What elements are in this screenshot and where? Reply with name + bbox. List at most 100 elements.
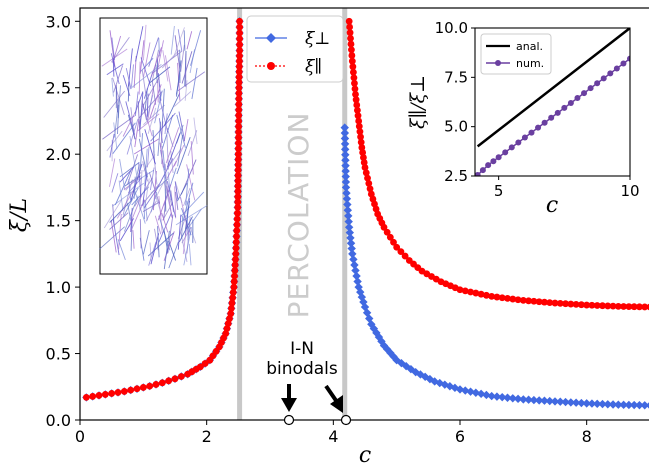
data-point: [550, 397, 560, 406]
data-point: [341, 156, 350, 165]
arrow-diagonal-icon: [330, 395, 343, 413]
data-point: [120, 388, 128, 395]
inset-data-point: [607, 70, 614, 77]
inset-data-point: [502, 149, 509, 156]
data-point: [351, 85, 359, 93]
data-point: [235, 117, 243, 125]
data-point: [530, 297, 538, 305]
data-point: [152, 381, 160, 388]
data-point: [89, 393, 97, 400]
data-point: [604, 302, 612, 310]
main-y-ticks: 0.0 0.5 1.0 1.5 2.0 2.5 3.0: [46, 12, 80, 430]
data-point: [227, 310, 235, 318]
inset-data-point: [528, 129, 535, 136]
data-point: [503, 393, 512, 402]
data-point: [236, 17, 244, 25]
data-point: [625, 303, 633, 310]
data-point: [340, 145, 350, 154]
data-point: [577, 398, 586, 408]
data-point: [514, 296, 522, 304]
data-point: [588, 301, 596, 309]
data-point: [551, 299, 559, 307]
data-point: [477, 290, 485, 298]
data-point: [340, 134, 350, 143]
main-y-label: ξ/L: [7, 198, 32, 232]
data-point: [534, 396, 544, 405]
y-tick-label: 0.5: [46, 345, 71, 364]
inset-data-point: [535, 124, 542, 131]
data-point: [234, 203, 242, 211]
data-point: [234, 198, 242, 206]
data-point: [630, 303, 638, 311]
data-point: [341, 166, 350, 176]
data-point: [228, 299, 236, 307]
inset-data-point: [581, 90, 588, 97]
data-point: [352, 271, 361, 281]
data-point: [603, 400, 612, 409]
data-point: [101, 391, 109, 398]
inset-data-point: [554, 109, 561, 116]
data-point: [546, 299, 554, 307]
annotation-line1: I-N: [290, 339, 314, 359]
data-point: [572, 300, 580, 308]
inset-y-tick-label: 2.5: [444, 167, 468, 185]
data-point: [614, 400, 623, 409]
data-point: [341, 177, 351, 187]
main-legend: ξ⊥ ξ∥: [246, 15, 344, 83]
data-point: [177, 373, 185, 380]
main-x-label: c: [359, 443, 371, 466]
inset-data-point: [485, 162, 492, 169]
y-tick-label: 1.5: [46, 212, 71, 231]
inset-x-label: c: [546, 193, 558, 218]
data-point: [227, 304, 235, 312]
data-point: [231, 261, 239, 269]
binodal-point-1: [283, 414, 295, 426]
data-point: [353, 101, 361, 109]
data-point: [234, 150, 242, 158]
data-point: [233, 227, 241, 235]
y-tick-label: 1.0: [46, 278, 71, 297]
inset-y-tick-label: 10.0: [435, 19, 468, 37]
inset-y-tick-label: 7.5: [444, 68, 468, 86]
data-point: [233, 221, 241, 229]
inset-y-ticks: 2.5 5.0 7.5 10.0: [435, 19, 475, 185]
circle-marker-icon: [267, 62, 275, 70]
data-point: [234, 161, 242, 169]
data-point: [235, 112, 243, 119]
x-tick-label: 8: [582, 427, 592, 446]
data-point: [235, 84, 243, 92]
data-point: [362, 169, 370, 177]
data-point: [358, 144, 366, 151]
data-point: [234, 166, 242, 174]
data-point: [360, 159, 368, 166]
y-tick-label: 2.0: [46, 145, 71, 164]
x-tick-label: 4: [328, 427, 338, 446]
inset-data-point: [627, 55, 630, 62]
data-point: [636, 303, 643, 311]
data-point: [482, 291, 490, 299]
data-point: [598, 399, 607, 409]
data-point: [236, 47, 244, 54]
data-point: [108, 390, 116, 397]
data-point: [234, 156, 242, 163]
y-tick-label: 0.0: [46, 411, 71, 430]
inset-data-point: [587, 85, 594, 92]
data-point: [356, 128, 364, 136]
binodal-annotation: I-N binodals: [266, 339, 352, 426]
inset-data-point: [479, 167, 486, 174]
data-point: [234, 209, 241, 217]
data-point: [348, 249, 357, 259]
data-point: [366, 185, 374, 193]
data-point: [229, 289, 237, 296]
data-point: [646, 303, 649, 311]
data-point: [556, 299, 564, 307]
data-point: [234, 172, 242, 179]
data-point: [233, 215, 241, 223]
inset-data-point: [613, 65, 620, 72]
data-point: [593, 399, 602, 409]
data-point: [397, 248, 405, 256]
data-point: [541, 298, 548, 306]
inset-x-ticks: 5 10: [494, 176, 640, 200]
binodal-point-2: [340, 414, 352, 426]
